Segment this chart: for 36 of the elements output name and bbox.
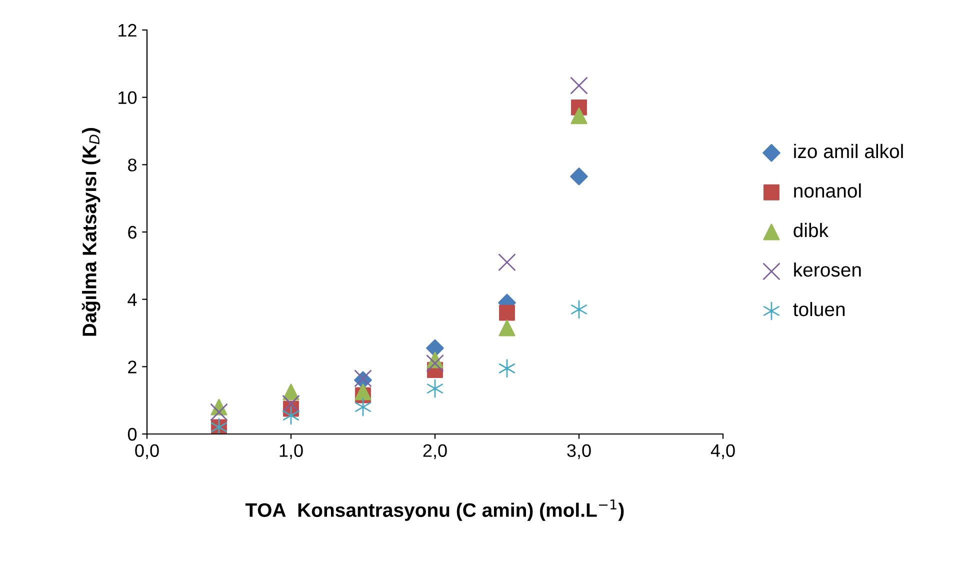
y-tick-label: 10 — [118, 91, 137, 104]
legend-label: kerosen — [794, 262, 861, 277]
legend-label: nonanol — [794, 183, 861, 198]
y-tick-label: 8 — [128, 158, 136, 172]
point — [498, 359, 516, 378]
x-tick-label: 2,0 — [423, 444, 447, 460]
point — [426, 379, 444, 398]
point — [354, 384, 372, 400]
y-tick-label: 6 — [128, 226, 136, 239]
point — [354, 398, 372, 416]
x-tick-label: 4,0 — [710, 444, 735, 460]
point — [282, 394, 300, 413]
point — [426, 339, 444, 358]
point — [570, 168, 588, 186]
point — [570, 76, 588, 94]
y-tick-label: 4 — [128, 293, 137, 306]
point — [426, 354, 444, 372]
point — [570, 108, 588, 124]
x-tick-label: 3,0 — [567, 444, 591, 460]
legend-label: toluen — [793, 302, 845, 316]
y-tick-label: 0 — [128, 428, 137, 441]
point — [498, 320, 516, 336]
x-axis-title: TOA Konsantrasyonu (C amin) (mol.L$^{−1}$) — [245, 499, 624, 521]
point — [570, 300, 588, 319]
point — [498, 253, 516, 272]
point — [499, 304, 515, 321]
point — [210, 403, 228, 422]
x-tick-label: 0,0 — [135, 444, 159, 460]
legend-label: dibk — [794, 222, 829, 238]
y-tick-label: 12 — [118, 24, 136, 37]
point — [282, 384, 300, 400]
x-tick-label: 1,0 — [280, 444, 303, 460]
y-tick-label: 2 — [128, 360, 136, 374]
y-axis-title: Dağılma Katsayısı (K$_{D}$) — [82, 128, 100, 336]
legend-label: izo amil alkol — [794, 144, 903, 158]
point — [282, 406, 300, 425]
